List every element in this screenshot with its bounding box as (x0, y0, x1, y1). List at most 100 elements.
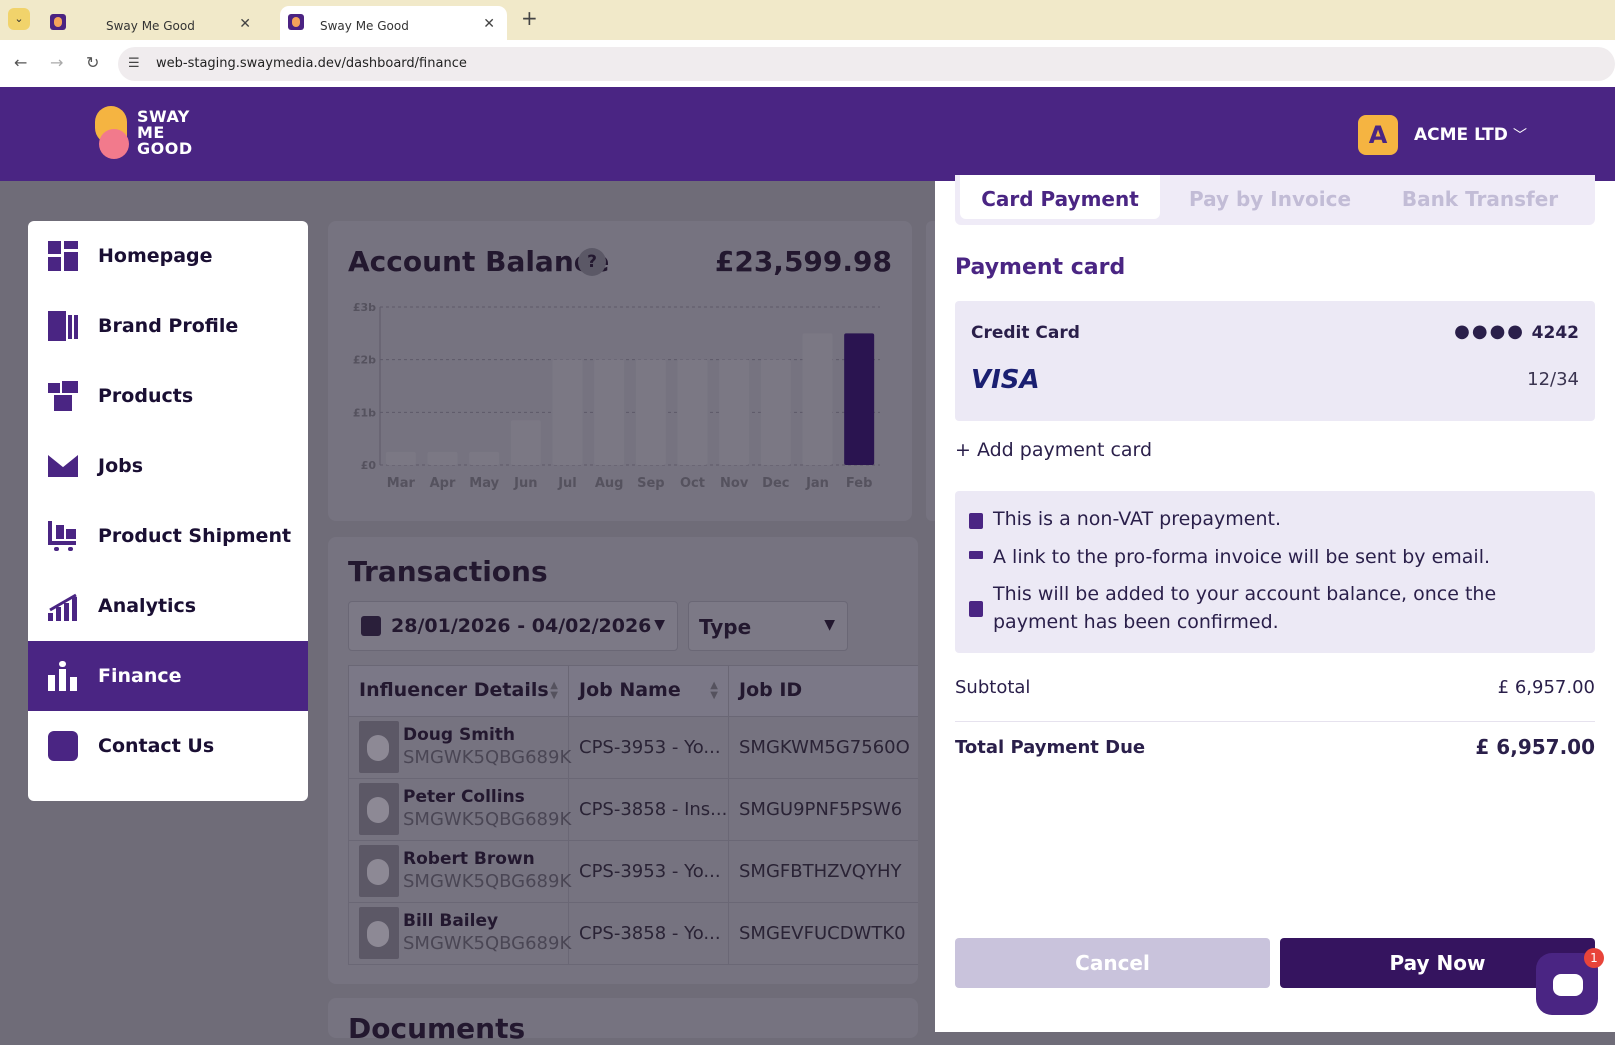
sidebar-item-label: Jobs (98, 455, 144, 477)
table-row[interactable]: Doug Smith SMGWK5QBG689K CPS-3953 - Yo...… (349, 716, 918, 779)
influencer-id: SMGWK5QBG689K (403, 871, 572, 892)
sidebar-item-analytics[interactable]: Analytics (28, 571, 308, 641)
products-icon (48, 381, 78, 411)
chart-bar (844, 333, 875, 465)
influencer-name: Robert Brown (403, 849, 535, 869)
y-tick-label: £0 (361, 459, 377, 472)
site-info-icon[interactable]: ☰ (128, 56, 140, 71)
finance-icon (48, 661, 78, 691)
column-header-influencer[interactable]: Influencer Details ▲ ▼ (349, 666, 569, 716)
table-row[interactable]: Robert Brown SMGWK5QBG689K CPS-3953 - Yo.… (349, 840, 918, 903)
x-tick-label: May (469, 476, 499, 491)
sidebar-item-label: Contact Us (98, 735, 215, 757)
job-name-cell: CPS-3953 - Yo... (569, 841, 729, 903)
close-tab-icon[interactable]: ✕ (239, 16, 251, 32)
job-name-cell: CPS-3858 - Ins... (569, 779, 729, 841)
table-row[interactable]: Bill Bailey SMGWK5QBG689K CPS-3858 - Yo..… (349, 902, 918, 965)
chevron-down-icon[interactable]: ﹀ (1513, 128, 1527, 144)
date-range-value: 28/01/2026 - 04/02/2026 (391, 615, 652, 637)
influencer-avatar (359, 845, 399, 897)
documents-card: Documents (328, 998, 918, 1045)
card-mask: ●●●● (1454, 321, 1525, 342)
influencer-cell: Peter Collins SMGWK5QBG689K (349, 779, 571, 841)
tab-card-payment[interactable]: Card Payment (960, 175, 1160, 219)
chart-bar (469, 451, 500, 465)
chart-bar (760, 359, 791, 465)
close-tab-icon[interactable]: ✕ (483, 16, 495, 32)
sidebar-item-finance[interactable]: Finance (28, 641, 308, 711)
favicon-icon (288, 14, 304, 30)
saved-card[interactable]: Credit Card ●●●● 4242 VISA 12/34 (955, 301, 1595, 421)
caret-down-icon: ▼ (654, 617, 665, 633)
tab-title: Sway Me Good (106, 19, 195, 33)
x-tick-label: Jul (557, 476, 577, 491)
forward-icon[interactable]: → (50, 53, 64, 72)
sidebar-item-label: Brand Profile (98, 315, 239, 337)
job-id-cell: SMGU9PNF5PSW6 (739, 799, 903, 820)
sidebar-item-product-shipment[interactable]: Product Shipment (28, 501, 308, 571)
payment-info-box: This is a non-VAT prepayment. A link to … (955, 491, 1595, 653)
column-header-label: Job ID (739, 679, 803, 701)
cart-icon (48, 521, 78, 551)
document-icon (969, 513, 983, 529)
chat-launcher-button[interactable]: 1 (1536, 948, 1604, 1015)
cancel-button[interactable]: Cancel (955, 938, 1270, 988)
sidebar-item-homepage[interactable]: Homepage (28, 221, 308, 291)
url-field[interactable]: ☰ web-staging.swaymedia.dev/dashboard/fi… (118, 47, 1615, 81)
chart-bar (802, 333, 833, 465)
chart-bar (594, 359, 625, 465)
sidebar-item-label: Finance (98, 665, 182, 687)
chart-bar (510, 420, 541, 465)
add-payment-card-button[interactable]: + Add payment card (955, 439, 1153, 461)
job-id-cell: SMGKWM5G7560O (739, 737, 910, 758)
date-range-picker[interactable]: 28/01/2026 - 04/02/2026 ▼ (348, 601, 678, 651)
sidebar-item-jobs[interactable]: Jobs (28, 431, 308, 501)
x-tick-label: Dec (762, 476, 789, 491)
column-header-label: Influencer Details (359, 679, 549, 701)
y-tick-label: £1b (353, 406, 376, 419)
sidebar-item-contact-us[interactable]: Contact Us (28, 711, 308, 781)
column-header-job-id[interactable]: Job ID ▲▼ (729, 666, 918, 716)
caret-down-icon: ▼ (824, 617, 835, 633)
y-tick-label: £2b (353, 354, 376, 367)
card-expiry: 12/34 (1527, 369, 1579, 390)
table-row[interactable]: Peter Collins SMGWK5QBG689K CPS-3858 - In… (349, 778, 918, 841)
browser-tab-bar: ⌄ Sway Me Good ✕ Sway Me Good ✕ + (0, 0, 1615, 40)
x-tick-label: Aug (595, 476, 624, 491)
logo[interactable]: SWAY ME GOOD (93, 103, 193, 163)
card-last4: 4242 (1531, 323, 1579, 343)
job-id-cell: SMGFBTHZVQYHY (739, 861, 902, 882)
browser-tab-active[interactable]: Sway Me Good ✕ (280, 6, 507, 40)
account-balance-title: Account Balance (348, 245, 610, 278)
help-icon[interactable]: ? (578, 248, 606, 276)
influencer-name: Peter Collins (403, 787, 525, 807)
tab-pay-by-invoice[interactable]: Pay by Invoice (1188, 187, 1352, 211)
tab-bank-transfer[interactable]: Bank Transfer (1401, 187, 1559, 211)
tab-search-chevron-icon[interactable]: ⌄ (8, 8, 30, 30)
type-filter-select[interactable]: Type ▼ (688, 601, 848, 651)
job-name-cell: CPS-3953 - Yo... (569, 717, 729, 779)
total-label: Total Payment Due (955, 737, 1146, 758)
subtotal-label: Subtotal (955, 677, 1031, 698)
documents-title: Documents (348, 1012, 526, 1045)
back-icon[interactable]: ← (14, 53, 28, 72)
browser-tab[interactable]: Sway Me Good ✕ (36, 6, 263, 40)
chart-bar (427, 451, 458, 465)
chart-bar (552, 359, 583, 465)
divider (955, 721, 1595, 722)
sort-icon[interactable]: ▲ ▼ (710, 680, 718, 701)
sidebar-item-products[interactable]: Products (28, 361, 308, 431)
new-tab-icon[interactable]: + (521, 6, 538, 30)
column-header-job-name[interactable]: Job Name ▲ ▼ (569, 666, 729, 716)
analytics-icon (48, 591, 78, 621)
sidebar-item-brand-profile[interactable]: Brand Profile (28, 291, 308, 361)
chart-bar (385, 451, 416, 465)
logo-text: SWAY ME GOOD (137, 109, 193, 157)
logo-line: GOOD (137, 139, 193, 158)
sort-icon[interactable]: ▲ ▼ (550, 680, 558, 701)
reload-icon[interactable]: ↻ (86, 53, 100, 72)
brand-profile-icon (48, 311, 78, 341)
balance-bar-chart: £0 £1b £2b £3b Mar Apr May Jun Jul Aug Sep Oct Nov De… (353, 301, 880, 491)
avatar: A (1358, 115, 1398, 155)
visa-logo-icon: VISA (971, 365, 1040, 395)
